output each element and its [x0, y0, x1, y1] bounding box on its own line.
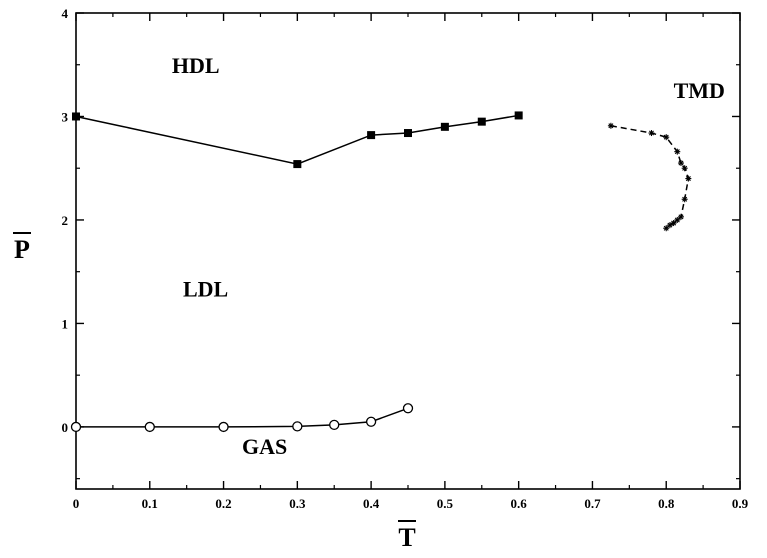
region-label-tmd: TMD: [674, 78, 725, 103]
data-point-square: [367, 131, 376, 140]
data-point-star: [663, 225, 670, 232]
x-axis-label-group: T: [398, 520, 416, 552]
data-point-circle: [144, 421, 155, 433]
series-0: [72, 111, 523, 169]
data-point-circle: [292, 421, 303, 432]
y-tick-label: 4: [62, 6, 69, 21]
series-line: [75, 114, 519, 165]
data-point-star: [677, 160, 684, 167]
data-point-square: [293, 160, 302, 169]
y-tick-label: 1: [62, 316, 69, 331]
data-point-circle: [365, 416, 377, 427]
data-point-star: [685, 175, 692, 182]
data-point-circle: [329, 419, 340, 430]
x-tick-label: 0: [73, 496, 80, 511]
series-line: [76, 407, 409, 428]
region-label-hdl: HDL: [172, 53, 220, 78]
x-tick-label: 0.4: [363, 496, 380, 511]
series-2: [607, 122, 692, 232]
y-tick-label: 0: [62, 420, 69, 435]
series-line: [610, 125, 690, 229]
y-tick-labels: 0 1 2 3 4: [62, 6, 69, 435]
data-point-circle: [70, 421, 82, 433]
y-axis-label-group: P: [13, 232, 31, 264]
data-point-star: [674, 148, 681, 155]
y-axis-label: P: [14, 235, 30, 264]
data-point-circle: [218, 421, 229, 433]
y-tick-label: 2: [62, 213, 69, 228]
data-point-star: [607, 122, 614, 129]
data-point-star: [666, 222, 673, 229]
x-tick-label: 0.6: [511, 496, 528, 511]
x-tick-label: 0.1: [142, 496, 158, 511]
x-tick-label: 0.7: [584, 496, 601, 511]
series-1: [70, 403, 414, 433]
x-tick-label: 0.8: [658, 496, 675, 511]
x-tick-label: 0.5: [437, 496, 454, 511]
data-point-star: [674, 216, 681, 223]
data-point-square: [477, 117, 486, 126]
data-point-square: [514, 111, 523, 120]
region-label-ldl: LDL: [183, 277, 228, 302]
data-point-circle: [402, 403, 414, 414]
data-point-star: [663, 134, 670, 141]
data-point-square: [440, 122, 449, 131]
plot-frame: [75, 12, 741, 490]
data-point-star: [648, 130, 655, 137]
x-tick-label: 0.9: [732, 496, 749, 511]
data-point-square: [404, 129, 412, 138]
y-tick-label: 3: [62, 109, 69, 124]
data-point-square: [72, 112, 80, 121]
annotations: HDL TMD LDL GAS: [172, 53, 725, 459]
x-tick-label: 0.2: [215, 496, 231, 511]
region-label-gas: GAS: [242, 434, 287, 459]
tick-marks: [75, 12, 741, 489]
data-point-star: [681, 196, 688, 203]
data-point-star: [681, 165, 688, 172]
x-axis-label: T: [398, 523, 415, 552]
x-tick-label: 0.3: [289, 496, 306, 511]
x-tick-labels: 0 0.1 0.2 0.3 0.4 0.5 0.6 0.7 0.8 0.9: [73, 496, 749, 511]
series-layer: [70, 111, 692, 433]
